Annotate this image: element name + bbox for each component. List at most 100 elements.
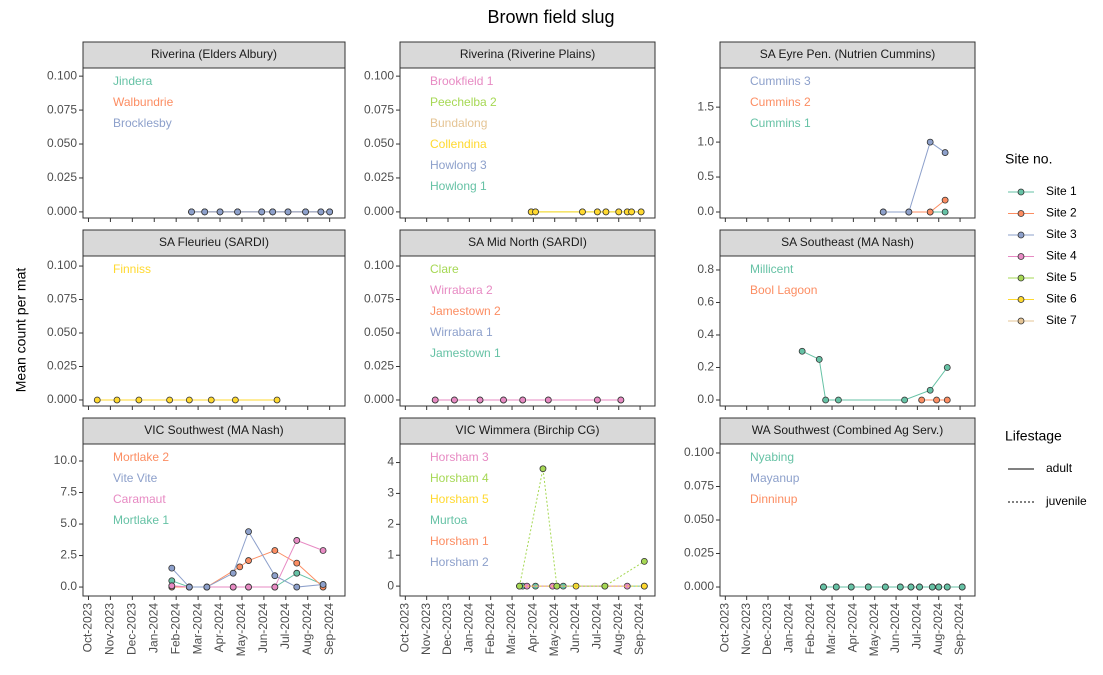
data-point [601, 582, 609, 590]
panel [82, 443, 346, 597]
y-tick-label: 0.8 [697, 262, 714, 276]
data-point [245, 583, 252, 591]
data-point [113, 396, 121, 404]
data-point [901, 396, 908, 404]
data-point [941, 149, 949, 156]
data-point [640, 582, 648, 590]
data-point [579, 208, 586, 216]
data-point [637, 208, 645, 216]
data-point [269, 208, 277, 216]
strip-title: SA Eyre Pen. (Nutrien Cummins) [760, 47, 935, 61]
data-point [593, 208, 601, 216]
data-point [93, 396, 101, 404]
legend-label: juvenile [1045, 494, 1087, 508]
y-tick-label: 7.5 [60, 485, 77, 499]
data-point [879, 208, 887, 216]
legend-label: Site 5 [1046, 270, 1077, 284]
annotation: Wirrabara 1 [430, 325, 493, 339]
y-tick-label: 2 [387, 516, 394, 530]
y-tick-label: 0.100 [364, 68, 394, 82]
data-point [451, 396, 458, 404]
x-tick-label: Aug-2024 [300, 603, 314, 655]
x-tick-label: Apr-2024 [212, 603, 226, 653]
data-point [918, 396, 926, 404]
legend-label: Site 2 [1046, 206, 1077, 220]
x-tick-label: Jan-2024 [146, 603, 160, 653]
data-point [798, 347, 806, 355]
strip-title: VIC Southwest (MA Nash) [144, 423, 283, 437]
data-point [628, 208, 635, 216]
x-tick-label: Aug-2024 [611, 603, 625, 655]
data-point [188, 208, 195, 216]
y-tick-label: 0 [387, 578, 394, 592]
panel [399, 443, 656, 597]
data-point [835, 396, 842, 404]
y-tick-label: 0.000 [47, 392, 77, 406]
strip [399, 229, 656, 257]
x-tick-label: Jul-2024 [590, 603, 604, 649]
annotation: Horsham 1 [430, 534, 489, 548]
x-tick-label: Jul-2024 [910, 603, 924, 649]
x-tick-label: Jun-2024 [888, 603, 902, 653]
data-point [166, 396, 174, 404]
legend-point [1017, 188, 1025, 196]
y-tick-label: 0.0 [697, 204, 714, 218]
y-tick-label: 0.050 [47, 136, 77, 150]
data-point [216, 208, 224, 216]
data-point [203, 583, 211, 591]
data-point [236, 563, 244, 571]
annotation: Nyabing [750, 450, 794, 464]
x-tick-label: Dec-2023 [125, 603, 139, 655]
data-point [201, 208, 209, 216]
y-tick-label: 0.6 [697, 295, 714, 309]
data-point [832, 583, 840, 591]
panel [399, 67, 656, 219]
y-tick-label: 0.075 [47, 102, 77, 116]
y-tick-label: 0.075 [364, 292, 394, 306]
strip-title: Riverina (Elders Albury) [151, 47, 277, 61]
annotation: Millicent [750, 262, 794, 276]
x-tick-label: Mar-2024 [824, 603, 838, 655]
strip [82, 41, 346, 69]
legend-label: Site 6 [1046, 292, 1077, 306]
data-point [168, 582, 176, 590]
y-tick-label: 0.100 [47, 68, 77, 82]
y-tick-label: 0.050 [364, 325, 394, 339]
annotation: Brookfield 1 [430, 74, 494, 88]
strip [399, 41, 656, 69]
data-point [943, 583, 951, 591]
chart-title: Brown field slug [487, 7, 614, 27]
data-point [519, 396, 527, 404]
data-point [258, 208, 266, 216]
y-tick-label: 0.000 [364, 392, 394, 406]
data-point [135, 396, 143, 404]
y-tick-label: 0.075 [47, 292, 77, 306]
x-tick-label: Jun-2024 [256, 603, 270, 653]
strip [399, 417, 656, 445]
strip [719, 41, 976, 69]
data-point [820, 583, 827, 591]
annotation: Horsham 3 [430, 450, 489, 464]
data-point [815, 355, 823, 363]
x-tick-label: Feb-2024 [168, 603, 182, 655]
data-point [431, 396, 439, 404]
data-point [905, 208, 913, 216]
strip-title: SA Fleurieu (SARDI) [159, 235, 269, 249]
annotation: Bool Lagoon [750, 283, 817, 297]
data-point [943, 396, 951, 404]
legend-point [1017, 317, 1025, 325]
y-tick-label: 0.0 [697, 392, 714, 406]
y-tick-label: 0.075 [364, 102, 394, 116]
data-point [896, 583, 904, 591]
y-tick-label: 0.100 [364, 258, 394, 272]
data-point [640, 557, 648, 565]
data-point [544, 396, 552, 404]
data-point [207, 396, 215, 404]
annotation: Mayanup [750, 471, 800, 485]
y-tick-label: 0.025 [684, 546, 714, 560]
data-point [847, 583, 855, 591]
y-tick-label: 0.025 [364, 170, 394, 184]
data-point [245, 528, 252, 535]
legend-label: Site 7 [1046, 313, 1077, 327]
legend-label: Site 4 [1046, 249, 1077, 263]
